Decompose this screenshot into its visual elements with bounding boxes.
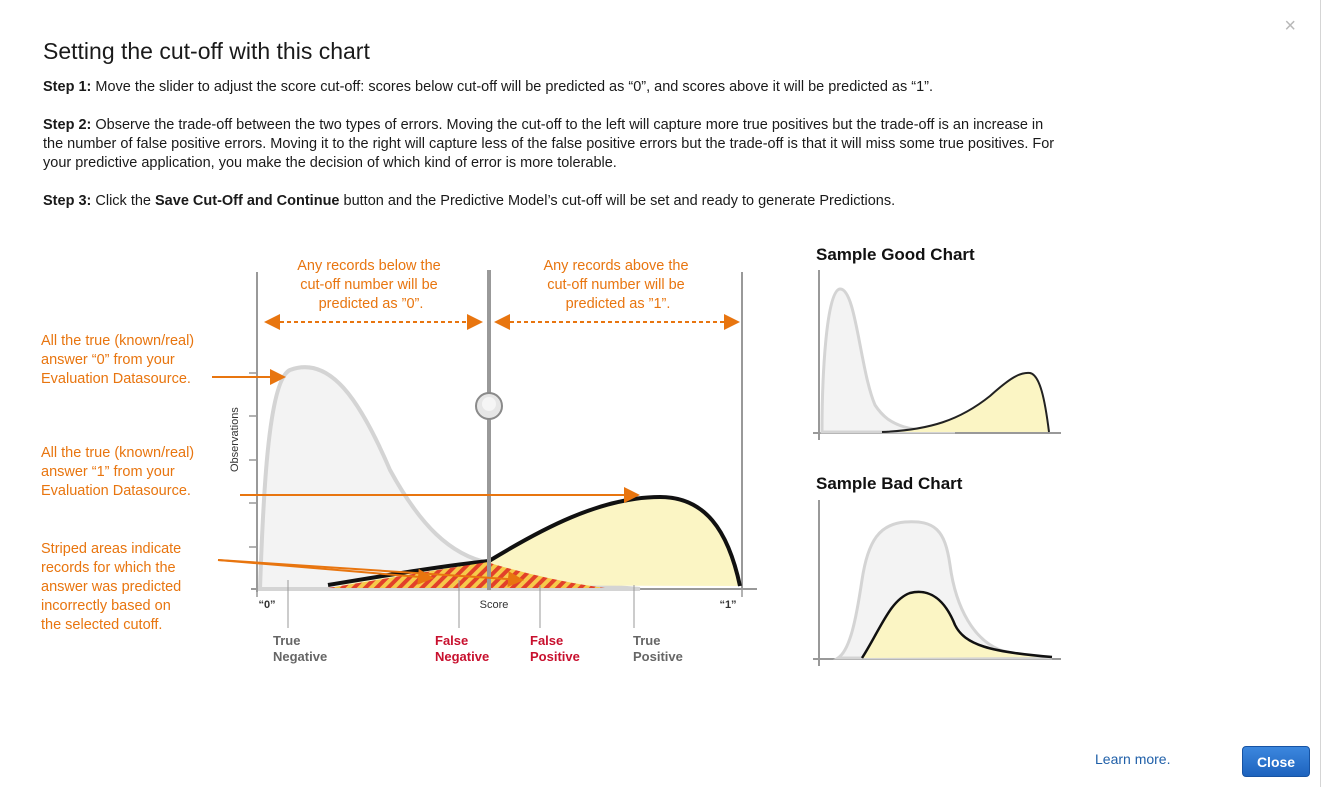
- true-positive-label: True Positive: [633, 633, 683, 664]
- step-2-text: Observe the trade-off between the two ty…: [43, 117, 1055, 171]
- above-note: Any records above the cut-off number wil…: [543, 258, 692, 312]
- slider-highlight: [482, 397, 496, 411]
- false-negative-label: False Negative: [435, 633, 489, 664]
- sample-bad-chart: [813, 500, 1061, 666]
- sample-good-chart: [813, 270, 1061, 440]
- learn-more-link[interactable]: Learn more.: [1095, 751, 1171, 767]
- y-axis-label: Observations: [229, 407, 241, 472]
- step-3-label: Step 3:: [43, 193, 92, 209]
- x-min-label: “0”: [258, 599, 275, 611]
- x-axis-label: Score: [480, 599, 509, 611]
- close-button[interactable]: Close: [1242, 746, 1310, 777]
- striped-annotation: Striped areas indicate records for which…: [41, 541, 185, 633]
- true-negative-label: True Negative: [273, 633, 327, 664]
- dialog-title: Setting the cut-off with this chart: [43, 38, 370, 64]
- false-positive-label: False Positive: [530, 633, 580, 664]
- step-3-post: button and the Predictive Model’s cut-of…: [339, 193, 896, 209]
- sample-bad-title: Sample Bad Chart: [816, 474, 963, 493]
- true-zero-annotation: All the true (known/real) answer “0” fro…: [41, 333, 198, 387]
- step-1-text: Move the slider to adjust the score cut-…: [91, 79, 934, 95]
- true-one-annotation: All the true (known/real) answer “1” fro…: [41, 445, 198, 499]
- step-3-button-name: Save Cut-Off and Continue: [155, 193, 340, 209]
- outcome-leader-lines: [287, 580, 635, 628]
- below-note: Any records below the cut-off number wil…: [297, 258, 445, 312]
- sample-good-title: Sample Good Chart: [816, 245, 975, 264]
- step-3: Step 3: Click the Save Cut-Off and Conti…: [43, 192, 1063, 211]
- step-1: Step 1: Move the slider to adjust the sc…: [43, 78, 1063, 97]
- step-2: Step 2: Observe the trade-off between th…: [43, 116, 1063, 173]
- x-max-label: “1”: [719, 599, 736, 611]
- y-axis-ticks: [249, 372, 743, 597]
- step-2-label: Step 2:: [43, 117, 92, 133]
- step-3-pre: Click the: [91, 193, 156, 209]
- close-icon[interactable]: ×: [1284, 15, 1296, 37]
- striped-pointer-2: [217, 559, 524, 588]
- step-1-label: Step 1:: [43, 79, 92, 95]
